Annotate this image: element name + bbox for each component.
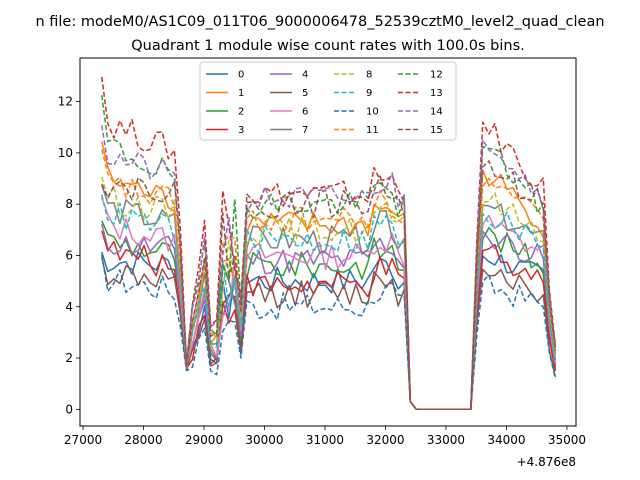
x-tick-label: 29000 xyxy=(185,433,223,447)
series-line-0 xyxy=(101,251,557,411)
plot-frame xyxy=(79,57,577,427)
legend-label-3: 3 xyxy=(238,125,244,136)
legend-label-15: 15 xyxy=(430,125,443,136)
y-tick-label: 8 xyxy=(65,197,73,211)
x-tick-label: 27000 xyxy=(64,433,102,447)
x-tick-label: 34000 xyxy=(487,433,525,447)
y-tick-label: 2 xyxy=(65,351,73,365)
x-tick-label: 28000 xyxy=(124,433,162,447)
series-line-7 xyxy=(101,184,557,411)
x-axis: 27000 28000 29000 30000 31000 32000 33000 34000… xyxy=(64,426,586,447)
series-line-15 xyxy=(101,160,557,411)
legend-label-0: 0 xyxy=(238,70,244,81)
y-tick-label: 0 xyxy=(65,402,73,416)
y-axis: 0 2 4 6 8 10 12 xyxy=(58,95,80,416)
legend-label-2: 2 xyxy=(238,107,244,118)
series-line-12 xyxy=(101,95,557,411)
chart-title: Quadrant 1 module wise count rates with … xyxy=(131,38,525,54)
x-tick-label: 32000 xyxy=(366,433,404,447)
series-line-14 xyxy=(101,125,557,411)
x-tick-label: 31000 xyxy=(306,433,344,447)
legend-label-8: 8 xyxy=(366,70,372,81)
series-line-4 xyxy=(101,223,557,411)
legend-label-13: 13 xyxy=(430,88,443,99)
legend-label-5: 5 xyxy=(302,88,308,99)
series-layer xyxy=(101,76,557,411)
legend-label-4: 4 xyxy=(302,70,308,81)
y-tick-label: 4 xyxy=(65,300,73,314)
legend-label-11: 11 xyxy=(366,125,379,136)
chart-suptitle: n file: modeM0/AS1C09_011T06_9000006478_… xyxy=(35,14,604,30)
series-line-11 xyxy=(101,149,557,411)
x-tick-label: 30000 xyxy=(245,433,283,447)
legend-label-10: 10 xyxy=(366,107,379,118)
y-tick-label: 12 xyxy=(58,95,73,109)
x-tick-label: 35000 xyxy=(548,433,586,447)
x-tick-label: 33000 xyxy=(427,433,465,447)
legend-label-14: 14 xyxy=(430,107,443,118)
legend-label-1: 1 xyxy=(238,88,244,99)
legend-label-9: 9 xyxy=(366,88,372,99)
y-tick-label: 10 xyxy=(58,146,73,160)
legend-label-7: 7 xyxy=(302,125,308,136)
legend-label-6: 6 xyxy=(302,107,308,118)
y-tick-label: 6 xyxy=(65,248,73,262)
legend-box xyxy=(199,61,457,141)
series-line-9 xyxy=(101,194,557,411)
series-line-10 xyxy=(101,254,557,411)
series-line-5 xyxy=(101,257,557,411)
series-line-8 xyxy=(101,176,557,411)
x-offset-label: +4.876e8 xyxy=(517,455,576,469)
legend-label-12: 12 xyxy=(430,70,443,81)
